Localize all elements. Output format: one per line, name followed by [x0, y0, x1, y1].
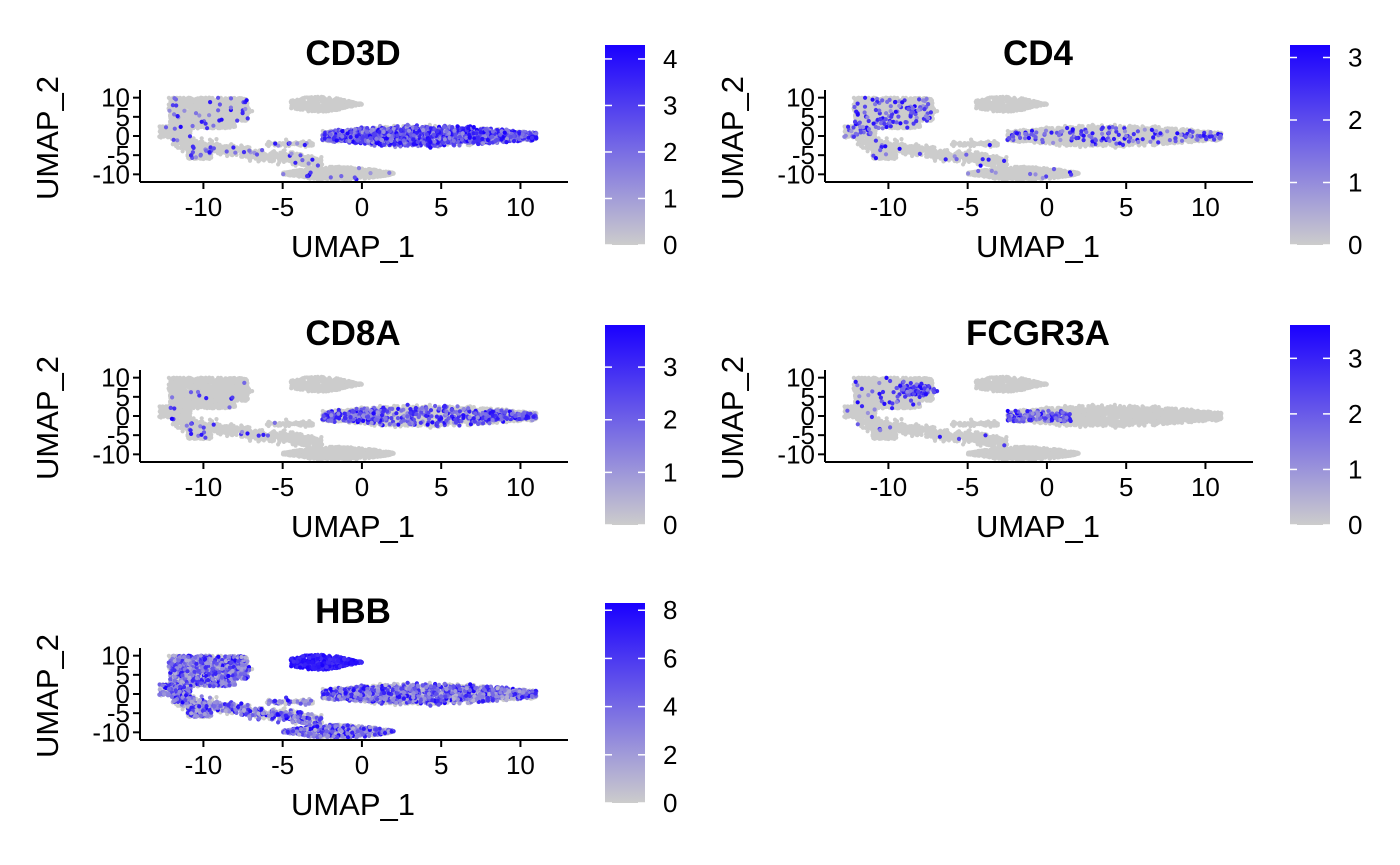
cell-point: [224, 109, 228, 113]
cell-point: [159, 125, 163, 129]
cell-point: [178, 98, 182, 102]
cell-point: [190, 107, 194, 111]
cell-point: [314, 159, 318, 163]
cell-point: [182, 97, 186, 101]
cell-point: [195, 118, 199, 122]
cell-point: [158, 130, 162, 134]
cell-point: [272, 159, 276, 163]
panel-title: CD3D: [305, 34, 400, 73]
cell-point: [299, 141, 303, 145]
cell-point: [283, 148, 287, 152]
cell-point: [223, 103, 227, 107]
cell-point: [254, 157, 258, 161]
cell-point: [236, 101, 240, 105]
cell-point: [227, 145, 231, 149]
cell-point: [306, 154, 310, 158]
cell-point: [162, 134, 166, 138]
cell-point: [267, 144, 271, 148]
cell-point: [210, 120, 214, 124]
cell-point: [261, 153, 265, 157]
cell-point: [169, 115, 173, 119]
scatter-points: [157, 95, 538, 183]
cell-point: [310, 141, 314, 145]
cell-point: [237, 108, 241, 112]
cell-point: [187, 118, 191, 122]
cell-point: [270, 155, 274, 159]
cell-point: [214, 137, 218, 141]
cell-point: [226, 116, 230, 120]
cell-point: [176, 146, 180, 150]
cell-point: [203, 154, 207, 158]
cell-point: [218, 152, 222, 156]
cell-point: [203, 99, 207, 103]
cell-point: [208, 138, 212, 142]
cell-point: [284, 156, 288, 160]
cell-point: [239, 155, 243, 159]
cell-point: [199, 96, 203, 100]
cell-point: [247, 156, 251, 160]
cell-point: [168, 133, 172, 137]
cell-point: [180, 115, 184, 119]
cell-point: [318, 160, 322, 164]
cell-point: [227, 125, 231, 129]
cell-point: [196, 148, 200, 152]
cell-point: [182, 136, 186, 140]
cell-point: [210, 109, 214, 113]
cell-point: [262, 158, 266, 162]
cell-point: [276, 155, 280, 159]
cell-point: [216, 126, 220, 130]
cell-point: [272, 151, 276, 155]
cell-point: [218, 146, 222, 150]
cell-point: [194, 139, 198, 143]
cell-point: [276, 162, 280, 166]
cell-point: [204, 108, 208, 112]
cell-point: [266, 154, 270, 158]
cell-point: [193, 101, 197, 105]
cell-point: [180, 143, 184, 147]
cell-point: [199, 140, 203, 144]
